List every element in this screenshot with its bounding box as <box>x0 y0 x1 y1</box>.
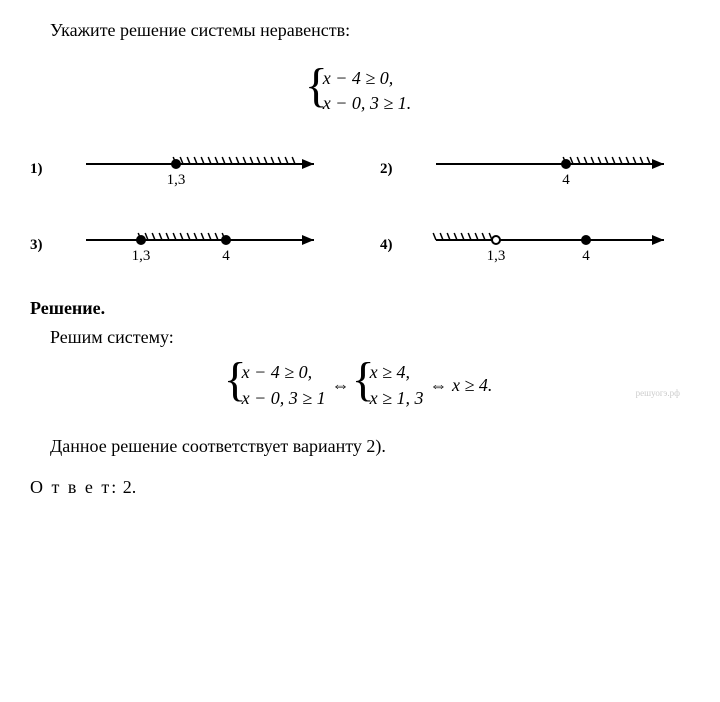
solution-conclusion: Данное решение соответствует варианту 2)… <box>50 436 690 457</box>
watermark: решуогэ.рф <box>636 388 680 398</box>
left-brace-icon <box>228 360 240 410</box>
sol-sys2-a: x ≥ 4, <box>370 360 424 385</box>
number-line-4: 1,34 <box>412 222 690 268</box>
sol-sys1-a: x − 4 ≥ 0, <box>242 360 326 385</box>
system-of-inequalities: x − 4 ≥ 0, x − 0, 3 ≥ 1. <box>30 66 690 116</box>
svg-text:4: 4 <box>222 248 230 264</box>
svg-text:4: 4 <box>582 248 590 264</box>
diagram-option-4: 4) 1,34 <box>380 222 690 268</box>
svg-text:1,3: 1,3 <box>132 248 151 264</box>
solution-final: ⇔ x ≥ 4. <box>430 375 493 396</box>
sol-sys2-b: x ≥ 1, 3 <box>370 386 424 411</box>
svg-text:4: 4 <box>562 172 570 188</box>
diagram-label: 4) <box>380 237 400 254</box>
answer-diagrams-grid: 1) 1,3 2) 4 3) 1,34 4) 1,34 <box>30 146 690 268</box>
answer-value: 2. <box>123 477 137 497</box>
solution-heading: Решение. <box>30 298 690 319</box>
number-line-1: 1,3 <box>62 146 340 192</box>
svg-text:1,3: 1,3 <box>487 248 506 264</box>
system-line-1: x − 4 ≥ 0, <box>323 66 412 91</box>
diagram-option-1: 1) 1,3 <box>30 146 340 192</box>
sol-sys1-b: x − 0, 3 ≥ 1 <box>242 386 326 411</box>
system-line-2: x − 0, 3 ≥ 1. <box>323 91 412 116</box>
left-brace-icon <box>356 360 368 410</box>
diagram-option-2: 2) 4 <box>380 146 690 192</box>
answer-label: О т в е т: <box>30 477 118 497</box>
solution-derivation: x − 4 ≥ 0, x − 0, 3 ≥ 1 ⇔ x ≥ 4, x ≥ 1, … <box>30 360 690 410</box>
diagram-option-3: 3) 1,34 <box>30 222 340 268</box>
answer-line: О т в е т: 2. <box>30 477 690 498</box>
question-text: Укажите решение системы неравенств: <box>50 20 690 41</box>
diagram-label: 1) <box>30 161 50 178</box>
svg-text:1,3: 1,3 <box>167 172 186 188</box>
solution-intro: Решим систему: <box>50 327 690 348</box>
number-line-3: 1,34 <box>62 222 340 268</box>
left-brace-icon <box>309 66 321 116</box>
number-line-2: 4 <box>412 146 690 192</box>
diagram-label: 3) <box>30 237 50 254</box>
iff-symbol: ⇔ <box>332 375 350 396</box>
diagram-label: 2) <box>380 161 400 178</box>
